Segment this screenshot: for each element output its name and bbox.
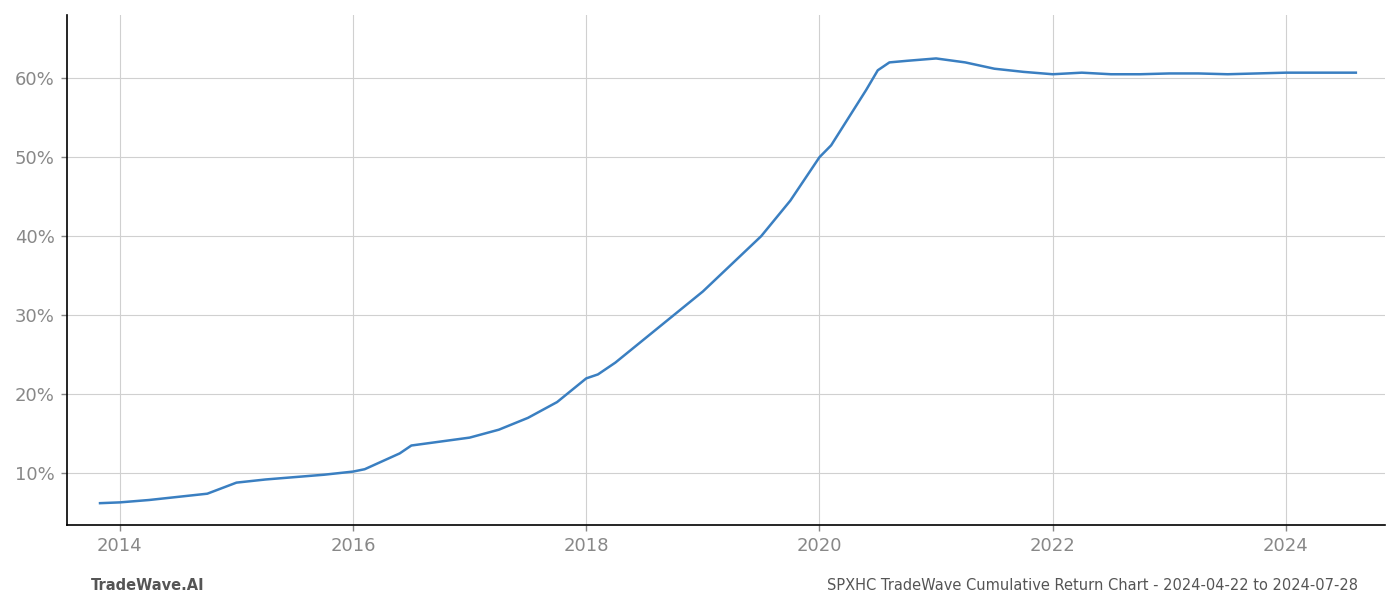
Text: TradeWave.AI: TradeWave.AI — [91, 578, 204, 593]
Text: SPXHC TradeWave Cumulative Return Chart - 2024-04-22 to 2024-07-28: SPXHC TradeWave Cumulative Return Chart … — [827, 578, 1358, 593]
